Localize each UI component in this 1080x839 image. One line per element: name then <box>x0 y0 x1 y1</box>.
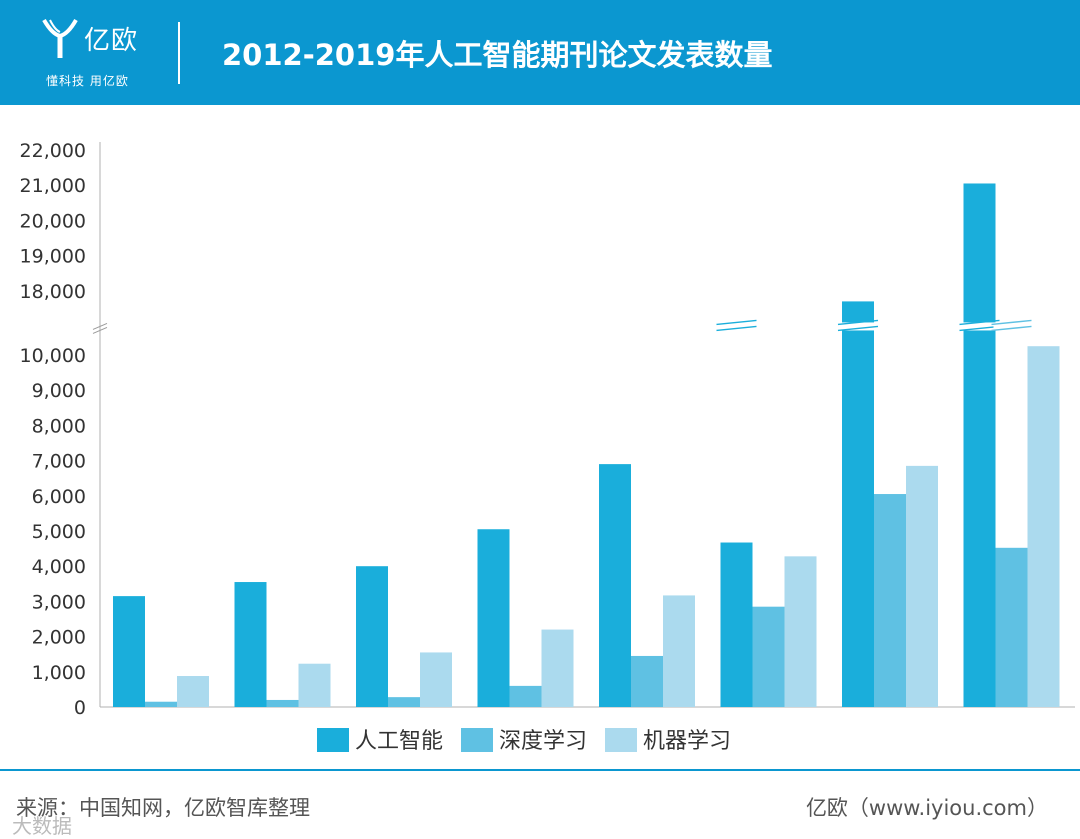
bar-break-line <box>837 319 879 326</box>
y-tick-label: 1,000 <box>32 662 86 684</box>
bar-2019-2 <box>1027 346 1060 707</box>
bar-break-gap <box>840 322 876 331</box>
bar-2015-1 <box>509 685 542 707</box>
logo-name: 亿欧 <box>84 26 139 56</box>
axis-break-mark <box>92 322 108 330</box>
bar-2013-0 <box>234 582 267 707</box>
y-tick-label: 21,000 <box>20 175 86 197</box>
legend-swatch <box>605 728 637 752</box>
y-tick-label: 18,000 <box>20 281 86 303</box>
y-tick-label: 8,000 <box>32 415 86 437</box>
bar-2013-1 <box>266 699 299 707</box>
bar-2018-1 <box>874 494 906 707</box>
y-tick-label: 3,000 <box>32 591 86 613</box>
bar-break-gap <box>993 322 1030 331</box>
bar-2012-2 <box>177 676 209 707</box>
bar-break-line <box>716 325 757 332</box>
bar-2012-1 <box>145 701 177 707</box>
bar-2016-1 <box>631 655 663 707</box>
bar-2018-2 <box>906 465 938 707</box>
legend-swatch <box>317 728 349 752</box>
legend-swatch <box>461 728 493 752</box>
logo-y-icon <box>42 18 78 58</box>
y-tick-label: 4,000 <box>32 556 86 578</box>
bar-2012-0 <box>113 596 145 707</box>
brand-logo: 亿欧 懂科技 用亿欧 <box>40 14 160 94</box>
bar-break-line <box>991 319 1032 326</box>
bar-chart: 0 1,000 2,000 3,000 4,000 5,000 6,000 7,000 8,00… <box>20 140 1075 754</box>
bar-2017-2 <box>784 556 817 707</box>
bar-break-line <box>837 325 879 332</box>
y-tick-label: 7,000 <box>32 451 86 473</box>
y-tick-label: 0 <box>74 697 86 719</box>
y-tick-label: 6,000 <box>32 486 86 508</box>
bar-2016-2 <box>663 595 695 707</box>
header-divider <box>178 22 180 84</box>
bar-2014-2 <box>420 652 452 707</box>
chart-title: 2012-2019年人工智能期刊论文发表数量 <box>222 38 773 72</box>
bar-2015-0 <box>477 529 510 707</box>
bar-2017-0 <box>720 542 753 707</box>
axis-break-mark <box>92 326 108 334</box>
y-tick-label: 10,000 <box>20 345 86 367</box>
y-tick-label: 20,000 <box>20 210 86 232</box>
bar-break-gap <box>961 322 998 331</box>
logo-tagline: 懂科技 用亿欧 <box>46 74 129 88</box>
watermark: 大数据 <box>12 814 72 838</box>
bar-2017-1 <box>752 606 785 707</box>
legend-label: 深度学习 <box>499 729 587 754</box>
header-banner: 亿欧 懂科技 用亿欧 2012-2019年人工智能期刊论文发表数量 <box>0 0 1080 105</box>
bar-2019-0 <box>963 183 996 708</box>
legend-label: 机器学习 <box>643 729 731 754</box>
y-tick-label: 2,000 <box>32 627 86 649</box>
y-tick-label: 5,000 <box>32 521 86 543</box>
bar-break-line <box>959 319 1000 326</box>
bar-break-line <box>959 325 1000 332</box>
bar-break-gap <box>718 322 755 331</box>
bar-2013-2 <box>298 663 331 707</box>
bar-2019-1 <box>995 547 1028 707</box>
bar-2015-2 <box>541 629 574 707</box>
y-tick-label: 22,000 <box>20 140 86 162</box>
source-note: 来源：中国知网，亿欧智库整理 <box>16 796 310 820</box>
bar-2016-0 <box>599 464 631 707</box>
bar-2014-0 <box>356 566 388 707</box>
credit-note: 亿欧（www.iyiou.com） <box>805 796 1048 820</box>
bar-2018-0 <box>842 301 874 707</box>
bar-break-line <box>716 319 757 326</box>
bar-2014-1 <box>388 697 420 707</box>
legend-label: 人工智能 <box>355 729 443 754</box>
bar-break-line <box>991 325 1032 332</box>
footer-divider <box>0 769 1080 771</box>
y-tick-label: 9,000 <box>32 380 86 402</box>
y-tick-label: 19,000 <box>20 246 86 268</box>
